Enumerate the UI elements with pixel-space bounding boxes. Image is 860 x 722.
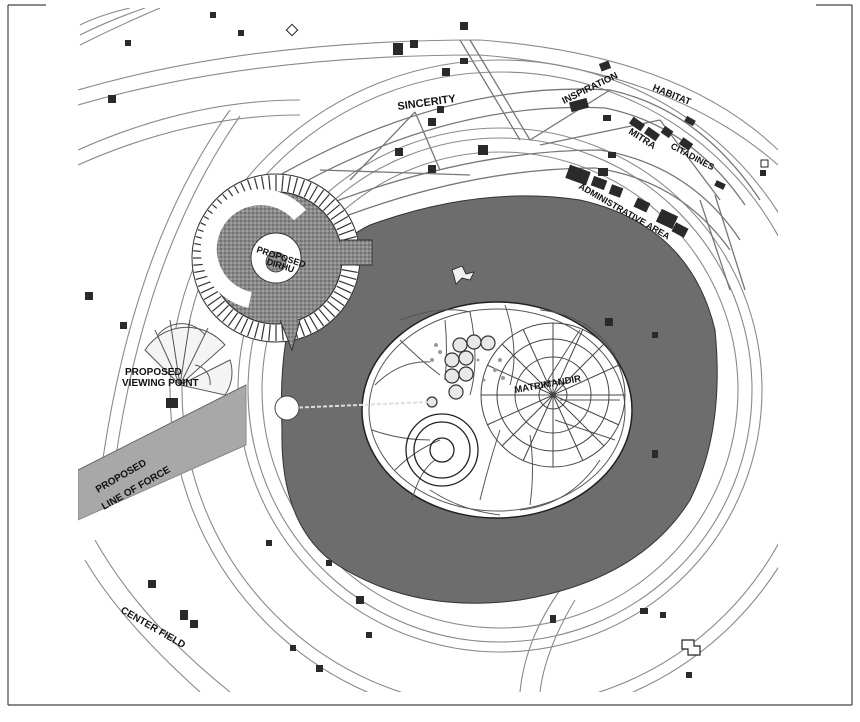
dirhu-tick — [333, 215, 349, 226]
dirhu-tick — [292, 177, 299, 194]
dirhu-tick — [303, 318, 312, 334]
dirhu-tick — [260, 323, 265, 340]
dirhu-tick — [247, 320, 254, 337]
landmark-symbol — [451, 265, 475, 285]
buildings — [85, 12, 766, 678]
dirhu-tick — [318, 308, 330, 322]
dirhu-tick — [330, 295, 345, 307]
dirhu-tick — [233, 315, 244, 331]
dirhu-tick — [216, 304, 230, 318]
crown-roads — [279, 39, 761, 291]
dirhu-tick — [298, 320, 305, 337]
dirhu-tick — [212, 300, 226, 312]
dirhu-tick — [322, 304, 336, 318]
proposed-dirhu — [191, 173, 373, 352]
dirhu-tick — [330, 209, 345, 221]
dirhu-tick — [240, 318, 249, 334]
dirhu-tick — [268, 324, 271, 341]
outer-rings — [78, 8, 778, 692]
dirhu-tick — [200, 285, 216, 294]
dirhu-tick — [313, 312, 325, 327]
building-outline — [681, 639, 701, 656]
dirhu-tick — [318, 194, 330, 208]
dirhu-tick — [281, 324, 284, 341]
label-viewing-2: VIEWING POINT — [122, 378, 199, 389]
dirhu-tick — [222, 308, 234, 322]
dirhu-tick — [308, 315, 319, 331]
dirhu-tick — [326, 300, 340, 312]
dirhu-tick — [281, 175, 284, 192]
page-frame — [7, 4, 853, 706]
dirhu-tick — [207, 295, 222, 307]
dirhu-tick — [253, 322, 260, 339]
dirhu-tick — [333, 290, 349, 301]
dirhu-tick — [338, 229, 355, 236]
label-viewing-1: PROPOSED — [125, 367, 182, 378]
dirhu-tick — [203, 290, 219, 301]
dirhu-tick — [336, 285, 352, 294]
dirhu-tick — [336, 222, 352, 231]
dirhu-tick — [326, 204, 340, 216]
dirhu-tick — [313, 189, 325, 204]
dirhu-tick — [303, 182, 312, 198]
matrimandir-island — [361, 301, 633, 519]
dirhu-tick — [341, 269, 358, 274]
viewing-point — [144, 319, 233, 396]
dirhu-tick — [268, 175, 271, 192]
dirhu-tick — [298, 179, 305, 196]
dirhu-tick — [287, 176, 292, 193]
dirhu-tick — [322, 198, 336, 212]
dirhu-tick — [340, 274, 357, 281]
dirhu-tick — [308, 185, 319, 201]
bridge — [274, 395, 431, 421]
dirhu-tick — [338, 280, 355, 287]
dirhu-tick — [227, 312, 239, 327]
